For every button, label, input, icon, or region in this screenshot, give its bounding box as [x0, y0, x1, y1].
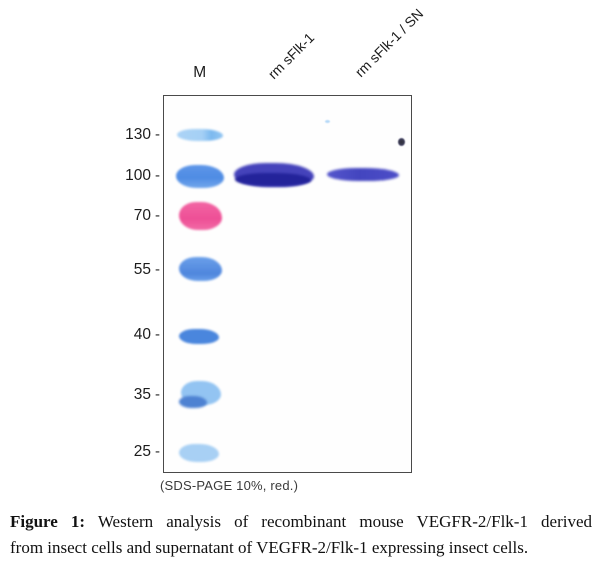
- marker-band-100: [176, 164, 224, 188]
- marker-tick: -: [155, 125, 160, 143]
- figure-caption: Figure 1: Western analysis of recombinan…: [10, 509, 592, 561]
- lane-label-3: rm sFlk-1 / SN: [351, 5, 427, 80]
- marker-value: 40: [133, 326, 151, 343]
- marker-band-55: [178, 257, 222, 281]
- marker-band-130: [177, 129, 223, 141]
- marker-value: 130: [125, 126, 151, 143]
- marker-label-25: 25-: [0, 442, 160, 462]
- artifact-dot: [397, 138, 405, 146]
- marker-tick: -: [155, 385, 160, 403]
- marker-label-55: 55-: [0, 260, 160, 280]
- marker-scale: 130-100-70-55-40-35-25-: [0, 0, 160, 480]
- marker-label-35: 35-: [0, 385, 160, 405]
- sample-band-rm-sflk1-sn: [327, 167, 399, 181]
- caption-line-1: Figure 1: Western analysis of recombinan…: [10, 509, 592, 535]
- marker-tick: -: [155, 260, 160, 278]
- gel-method-note: (SDS-PAGE 10%, red.): [160, 478, 299, 493]
- marker-band-70: [178, 202, 222, 230]
- marker-label-100: 100-: [0, 166, 160, 186]
- figure-number-label: Figure 1:: [10, 512, 86, 531]
- lane-label-2: rm sFlk-1: [264, 29, 318, 83]
- sample-band-rm-sflk1-core: [235, 172, 311, 186]
- marker-tick: -: [155, 325, 160, 343]
- marker-value: 70: [133, 207, 151, 224]
- marker-band-40: [179, 328, 219, 344]
- gel-image: [163, 95, 412, 473]
- marker-tick: -: [155, 166, 160, 184]
- caption-text-1: Western analysis of recombinant mouse VE…: [97, 512, 592, 531]
- marker-value: 35: [133, 386, 151, 403]
- marker-value: 25: [133, 443, 151, 460]
- marker-band-25: [179, 444, 219, 462]
- caption-line-2: from insect cells and supernatant of VEG…: [10, 538, 529, 557]
- marker-label-40: 40-: [0, 325, 160, 345]
- marker-value: 100: [125, 167, 151, 184]
- marker-label-70: 70-: [0, 206, 160, 226]
- marker-band-35-dark: [179, 396, 207, 408]
- artifact-speck: [324, 119, 330, 123]
- lane-label-marker: M: [193, 64, 207, 81]
- marker-tick: -: [155, 442, 160, 460]
- marker-tick: -: [155, 206, 160, 224]
- marker-value: 55: [133, 261, 151, 278]
- marker-label-130: 130-: [0, 125, 160, 145]
